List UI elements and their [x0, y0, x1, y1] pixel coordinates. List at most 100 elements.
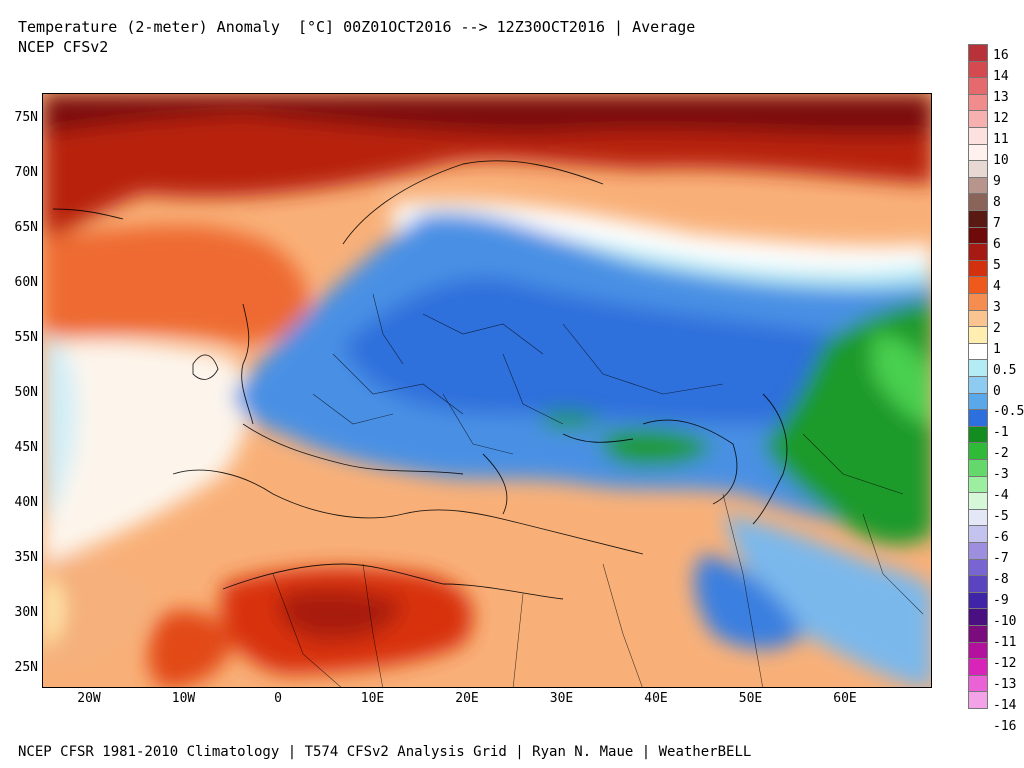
lat-label: 25N — [14, 660, 38, 675]
legend-label: 7 — [993, 215, 1001, 231]
legend-swatch — [968, 276, 988, 294]
legend-swatch — [968, 160, 988, 178]
legend-swatch — [968, 259, 988, 278]
legend-label: -16 — [993, 719, 1017, 734]
legend-swatch — [968, 193, 988, 211]
lat-label: 60N — [14, 275, 38, 290]
legend-label: 1 — [993, 341, 1001, 357]
legend-label: -4 — [993, 488, 1009, 504]
legend-label: -2 — [993, 446, 1009, 462]
legend-swatch — [968, 176, 988, 195]
anomaly-map — [42, 93, 932, 688]
legend-label: 9 — [993, 173, 1001, 189]
legend-swatch — [968, 60, 988, 79]
legend-label: 6 — [993, 236, 1001, 252]
legend-swatch — [968, 243, 988, 261]
lon-label: 10W — [171, 691, 196, 706]
lon-label: 60E — [833, 691, 857, 706]
lat-label: 55N — [14, 330, 38, 345]
legend-swatch — [968, 143, 988, 162]
legend-swatch — [968, 93, 988, 112]
legend-label: 10 — [993, 152, 1009, 168]
lon-label: 0 — [274, 691, 282, 706]
legend-label: -5 — [993, 509, 1009, 525]
lat-label: 30N — [14, 605, 38, 620]
legend-label: -11 — [993, 635, 1017, 651]
legend-swatch — [968, 625, 988, 643]
legend-label: 5 — [993, 257, 1001, 273]
legend-label: 3 — [993, 299, 1001, 315]
chart-subtitle: NCEP CFSv2 — [18, 38, 109, 56]
legend-label: 4 — [993, 278, 1001, 294]
legend-swatch — [968, 658, 988, 676]
lat-label: 75N — [14, 110, 38, 125]
legend-swatch — [968, 376, 988, 394]
legend-label: 12 — [993, 110, 1009, 126]
legend-swatch — [968, 641, 988, 660]
legend-swatch — [968, 44, 988, 62]
lat-label: 45N — [14, 440, 38, 455]
legend-swatch — [968, 226, 988, 245]
legend-swatch — [968, 326, 988, 344]
legend-swatch — [968, 127, 988, 145]
legend-label: 0 — [993, 383, 1001, 399]
legend-swatch — [968, 293, 988, 311]
footer-credits: NCEP CFSR 1981-2010 Climatology | T574 C… — [18, 744, 752, 760]
legend-swatch — [968, 591, 988, 610]
legend-swatch — [968, 691, 988, 709]
lon-label: 20W — [77, 691, 101, 706]
legend-swatch — [968, 392, 988, 411]
legend-label: 16 — [993, 48, 1009, 63]
chart-title: Temperature (2-meter) Anomaly [°C] 00Z01… — [18, 18, 696, 36]
legend-swatch — [968, 542, 988, 560]
legend-label: -8 — [993, 572, 1009, 588]
legend-label: -10 — [993, 614, 1017, 630]
coastline-lines — [52, 160, 788, 600]
legend-label: -7 — [993, 551, 1009, 567]
legend-label: -1 — [993, 425, 1009, 441]
legend-label: -14 — [993, 698, 1017, 714]
legend-swatch — [968, 442, 988, 460]
legend-swatch — [968, 558, 988, 577]
legend-swatch — [968, 110, 988, 128]
lon-label: 40E — [644, 691, 668, 706]
lat-label: 70N — [14, 165, 38, 180]
legend-label: 11 — [993, 131, 1009, 147]
anomaly-shading — [43, 94, 931, 687]
legend-swatch — [968, 525, 988, 543]
legend-swatch — [968, 674, 988, 693]
legend-swatch — [968, 425, 988, 444]
lat-label: 50N — [14, 385, 38, 400]
legend-label: -9 — [993, 593, 1009, 609]
legend-label: -6 — [993, 530, 1009, 546]
legend-swatch — [968, 409, 988, 427]
legend-label: -13 — [993, 677, 1017, 693]
legend-swatch — [968, 309, 988, 328]
legend-swatch — [968, 575, 988, 593]
legend-label: 14 — [993, 68, 1009, 84]
lon-label: 20E — [455, 691, 479, 706]
legend-swatch — [968, 508, 988, 527]
legend-label: 8 — [993, 194, 1001, 210]
legend-swatch — [968, 342, 988, 361]
legend-swatch — [968, 459, 988, 477]
lon-label: 30E — [549, 691, 574, 706]
legend-label: -12 — [993, 656, 1017, 672]
legend-swatch — [968, 359, 988, 377]
legend-label: 0.5 — [993, 362, 1017, 378]
lat-label: 65N — [14, 220, 38, 235]
border-lines — [272, 293, 924, 687]
legend-swatch — [968, 77, 988, 95]
lon-label: 50E — [738, 691, 763, 706]
legend-label: 2 — [993, 320, 1001, 336]
legend-swatch — [968, 475, 988, 494]
legend-label: 13 — [993, 89, 1009, 105]
lat-label: 35N — [14, 550, 38, 565]
legend-label: -3 — [993, 467, 1009, 483]
legend-swatch — [968, 492, 988, 510]
map-canvas — [43, 94, 931, 687]
legend-swatch — [968, 608, 988, 626]
legend-swatch — [968, 210, 988, 228]
legend-label: -0.5 — [993, 404, 1024, 420]
lon-label: 10E — [360, 691, 385, 706]
